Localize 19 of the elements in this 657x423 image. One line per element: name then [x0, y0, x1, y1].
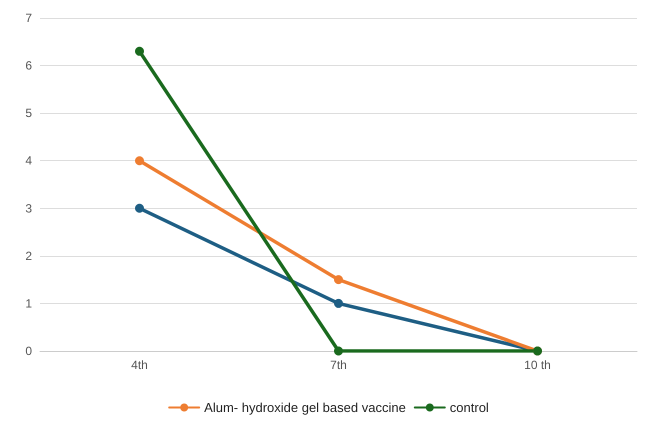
x-tick-label: 7th: [330, 358, 347, 372]
y-tick-label: 0: [25, 344, 32, 358]
y-tick-label: 1: [25, 296, 32, 310]
point: [334, 275, 343, 284]
y-tick-label: 2: [25, 248, 32, 263]
y-tick-label: 6: [25, 58, 32, 73]
legend-label: Alum- hydroxide gel based vaccine: [204, 400, 406, 415]
legend-label: control: [450, 400, 489, 415]
point: [135, 46, 144, 56]
y-tick-label: 7: [25, 11, 32, 25]
point: [135, 156, 144, 166]
y-tick-label: 3: [25, 201, 32, 216]
y-tick-label: 5: [25, 106, 32, 120]
point: [334, 298, 343, 308]
point: [334, 346, 343, 356]
x-tick-label: 10 th: [524, 358, 551, 372]
point: [135, 204, 144, 213]
x-tick-label: 4th: [131, 358, 148, 372]
y-tick-label: 4: [25, 154, 32, 168]
